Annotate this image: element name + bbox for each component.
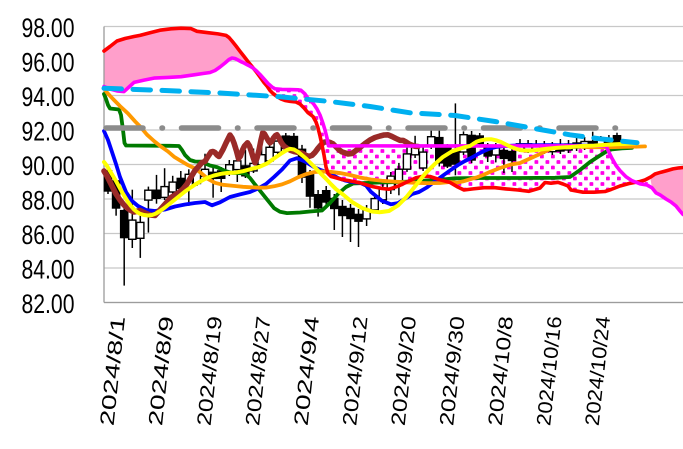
svg-text:94.00: 94.00 [22,82,75,112]
svg-text:98.00: 98.00 [22,13,75,43]
svg-text:92.00: 92.00 [22,117,75,147]
svg-text:90.00: 90.00 [22,151,75,181]
svg-text:84.00: 84.00 [22,255,75,285]
svg-text:96.00: 96.00 [22,48,75,78]
svg-text:82.00: 82.00 [22,289,75,319]
svg-text:86.00: 86.00 [22,220,75,250]
svg-text:88.00: 88.00 [22,186,75,216]
